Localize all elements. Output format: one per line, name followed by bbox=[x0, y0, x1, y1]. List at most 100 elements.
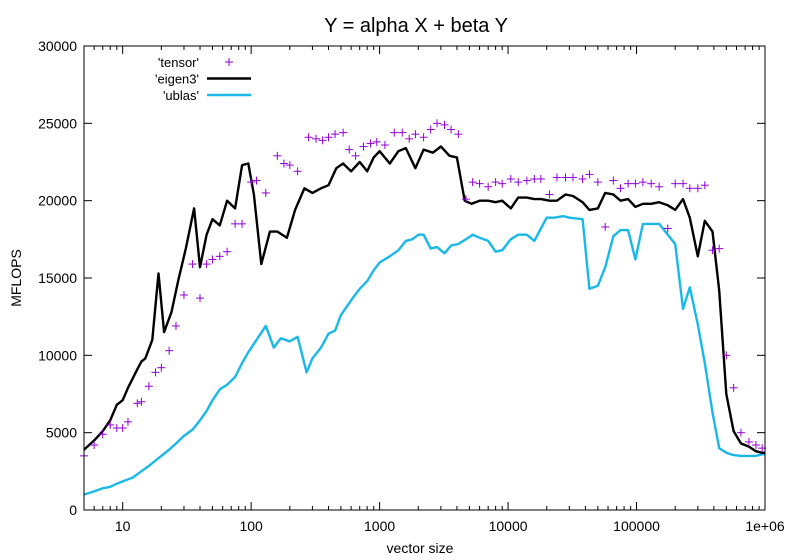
data-point bbox=[106, 420, 115, 429]
y-axis-title: MFLOPS bbox=[8, 249, 24, 307]
data-point bbox=[339, 128, 348, 137]
series-line-eigen3 bbox=[83, 145, 765, 454]
data-point bbox=[179, 291, 188, 300]
data-point bbox=[655, 182, 664, 191]
data-point bbox=[715, 244, 724, 253]
data-point bbox=[693, 184, 702, 193]
data-point bbox=[536, 175, 545, 184]
data-point bbox=[144, 382, 153, 391]
legend-label: 'tensor' bbox=[158, 55, 199, 70]
series-ublas bbox=[83, 214, 765, 496]
data-point bbox=[700, 181, 709, 190]
data-point bbox=[561, 173, 570, 182]
data-point bbox=[118, 424, 127, 433]
data-point bbox=[202, 260, 211, 269]
y-tick-label: 25000 bbox=[38, 115, 77, 131]
data-point bbox=[372, 137, 381, 146]
x-tick-label: 1e+06 bbox=[745, 518, 785, 534]
data-point bbox=[498, 179, 507, 188]
data-point bbox=[593, 178, 602, 187]
data-point bbox=[522, 176, 531, 185]
data-point bbox=[223, 247, 232, 256]
data-point bbox=[157, 363, 166, 372]
data-point bbox=[331, 130, 340, 139]
data-point bbox=[506, 175, 515, 184]
data-point bbox=[171, 321, 180, 330]
data-point bbox=[90, 441, 99, 450]
data-point bbox=[440, 120, 449, 129]
data-point bbox=[304, 133, 313, 142]
data-point bbox=[215, 252, 224, 261]
data-point bbox=[545, 190, 554, 199]
data-point bbox=[685, 184, 694, 193]
data-point bbox=[679, 179, 688, 188]
data-point bbox=[231, 219, 240, 228]
data-point bbox=[578, 175, 587, 184]
y-tick-label: 0 bbox=[69, 502, 77, 518]
legend-item: 'eigen3' bbox=[155, 72, 251, 87]
data-point bbox=[261, 188, 270, 197]
data-point bbox=[398, 128, 407, 137]
data-point bbox=[568, 173, 577, 182]
series-tensor bbox=[80, 119, 767, 460]
y-tick-label: 15000 bbox=[38, 270, 77, 286]
data-point bbox=[351, 151, 360, 160]
data-point bbox=[123, 417, 132, 426]
data-point bbox=[366, 139, 375, 148]
series-eigen3 bbox=[83, 145, 765, 454]
legend-swatch bbox=[225, 58, 233, 66]
legend-label: 'ublas' bbox=[163, 88, 199, 103]
data-point bbox=[671, 179, 680, 188]
legend-label: 'eigen3' bbox=[155, 72, 199, 87]
data-point bbox=[454, 130, 463, 139]
data-point bbox=[151, 368, 160, 377]
chart-title: Y = alpha X + beta Y bbox=[324, 15, 508, 37]
data-point bbox=[638, 178, 647, 187]
y-tick-label: 5000 bbox=[46, 425, 77, 441]
legend-item: 'ublas' bbox=[163, 88, 251, 103]
data-point bbox=[736, 428, 745, 437]
data-point bbox=[601, 222, 610, 231]
x-tick-label: 10000 bbox=[489, 518, 528, 534]
data-point bbox=[188, 260, 197, 269]
y-tick-label: 20000 bbox=[38, 193, 77, 209]
data-point bbox=[552, 173, 561, 182]
legend-item: 'tensor' bbox=[158, 55, 233, 70]
data-point bbox=[468, 178, 477, 187]
data-point bbox=[433, 119, 442, 128]
x-tick-label: 100 bbox=[239, 518, 263, 534]
data-point bbox=[491, 178, 500, 187]
data-point bbox=[208, 255, 217, 264]
series-line-ublas bbox=[83, 214, 765, 496]
data-point bbox=[279, 159, 288, 168]
plot-area bbox=[80, 119, 767, 496]
data-point bbox=[293, 167, 302, 176]
data-point bbox=[165, 346, 174, 355]
data-point bbox=[461, 195, 470, 204]
y-tick-label: 10000 bbox=[38, 347, 77, 363]
data-point bbox=[98, 430, 107, 439]
data-point bbox=[585, 170, 594, 179]
data-point bbox=[133, 399, 142, 408]
data-point bbox=[751, 441, 760, 450]
data-point bbox=[285, 161, 294, 170]
data-point bbox=[484, 182, 493, 191]
data-point bbox=[447, 125, 456, 134]
data-point bbox=[616, 184, 625, 193]
data-point bbox=[359, 142, 368, 151]
plot-frame bbox=[83, 45, 766, 511]
x-tick-label: 100000 bbox=[613, 518, 660, 534]
x-axis-title: vector size bbox=[387, 540, 454, 556]
y-tick-label: 30000 bbox=[38, 38, 77, 54]
data-point bbox=[247, 178, 256, 187]
data-point bbox=[324, 133, 333, 142]
data-point bbox=[318, 136, 327, 145]
data-point bbox=[631, 179, 640, 188]
data-point bbox=[475, 179, 484, 188]
data-point bbox=[663, 224, 672, 233]
data-point bbox=[273, 151, 282, 160]
x-tick-label: 1000 bbox=[364, 518, 395, 534]
data-point bbox=[708, 246, 717, 255]
data-point bbox=[722, 351, 731, 360]
data-point bbox=[312, 134, 321, 143]
